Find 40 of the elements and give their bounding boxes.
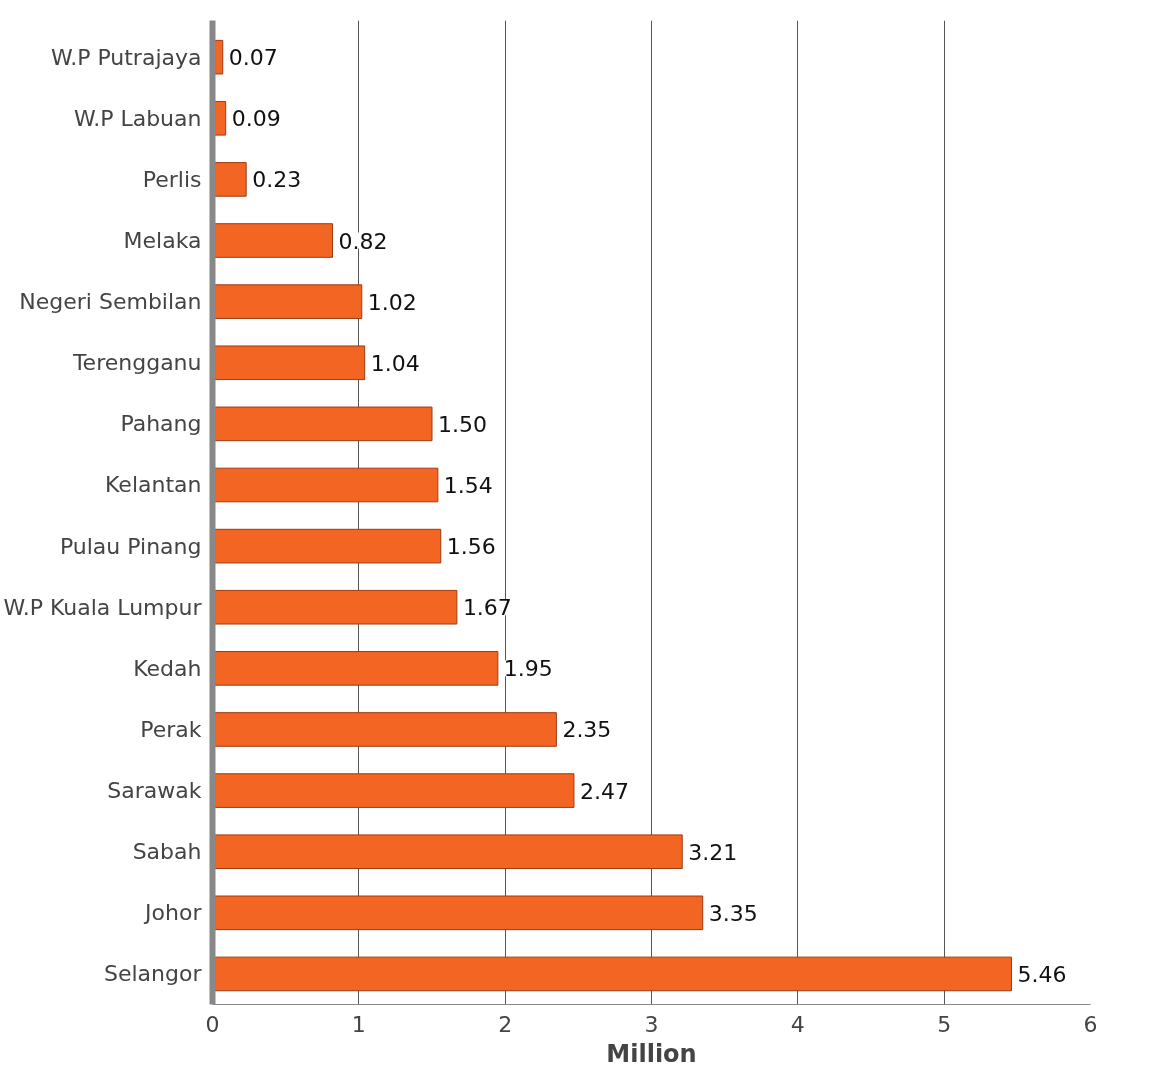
y-tick-label: Pahang [120,411,202,437]
data-label: 1.50 [438,411,487,437]
y-tick-label: W.P Labuan [73,105,202,131]
x-tick-label: 4 [790,1011,805,1037]
data-label: 1.02 [367,289,417,315]
data-label: 3.35 [708,900,758,926]
y-tick-label: Kedah [133,655,202,681]
y-tick-label: Negeri Sembilan [19,289,202,315]
x-tick-label: 0 [205,1011,220,1037]
y-tick-label: Kelantan [105,472,202,498]
data-label: 1.04 [370,350,420,376]
data-label: 1.54 [443,473,493,498]
data-label: 5.46 [1017,961,1067,987]
x-tick-label: 3 [644,1011,659,1037]
y-tick-label: Selangor [103,961,203,987]
data-label: 1.95 [503,656,553,682]
data-label: 0.09 [231,106,281,132]
y-tick-label: Perak [140,716,202,742]
data-label: 2.35 [562,717,612,743]
data-label: 0.23 [252,167,302,193]
y-tick-label: Melaka [123,228,202,254]
x-tick-label: 1 [351,1011,366,1037]
y-tick-label: Johor [143,900,203,926]
x-axis-title: Million [606,1039,697,1068]
y-tick-label: W.P Kuala Lumpur [3,594,203,620]
y-tick-label: Perlis [142,166,202,192]
y-tick-label: Sabah [132,839,202,865]
data-label: 1.67 [462,595,512,621]
data-label: 0.82 [338,228,388,254]
x-tick-label: 5 [937,1011,952,1037]
y-tick-label: Sarawak [107,778,202,804]
x-tick-label: 2 [498,1011,513,1037]
x-tick-label: 6 [1083,1011,1098,1037]
data-label: 0.07 [228,45,278,71]
y-tick-label: Pulau Pinang [59,533,202,559]
data-label: 1.56 [446,534,496,560]
y-tick-label: Terengganu [71,350,202,376]
data-label: 3.21 [688,839,738,865]
y-tick-label: W.P Putrajaya [50,44,202,70]
data-label: 2.47 [579,778,629,804]
